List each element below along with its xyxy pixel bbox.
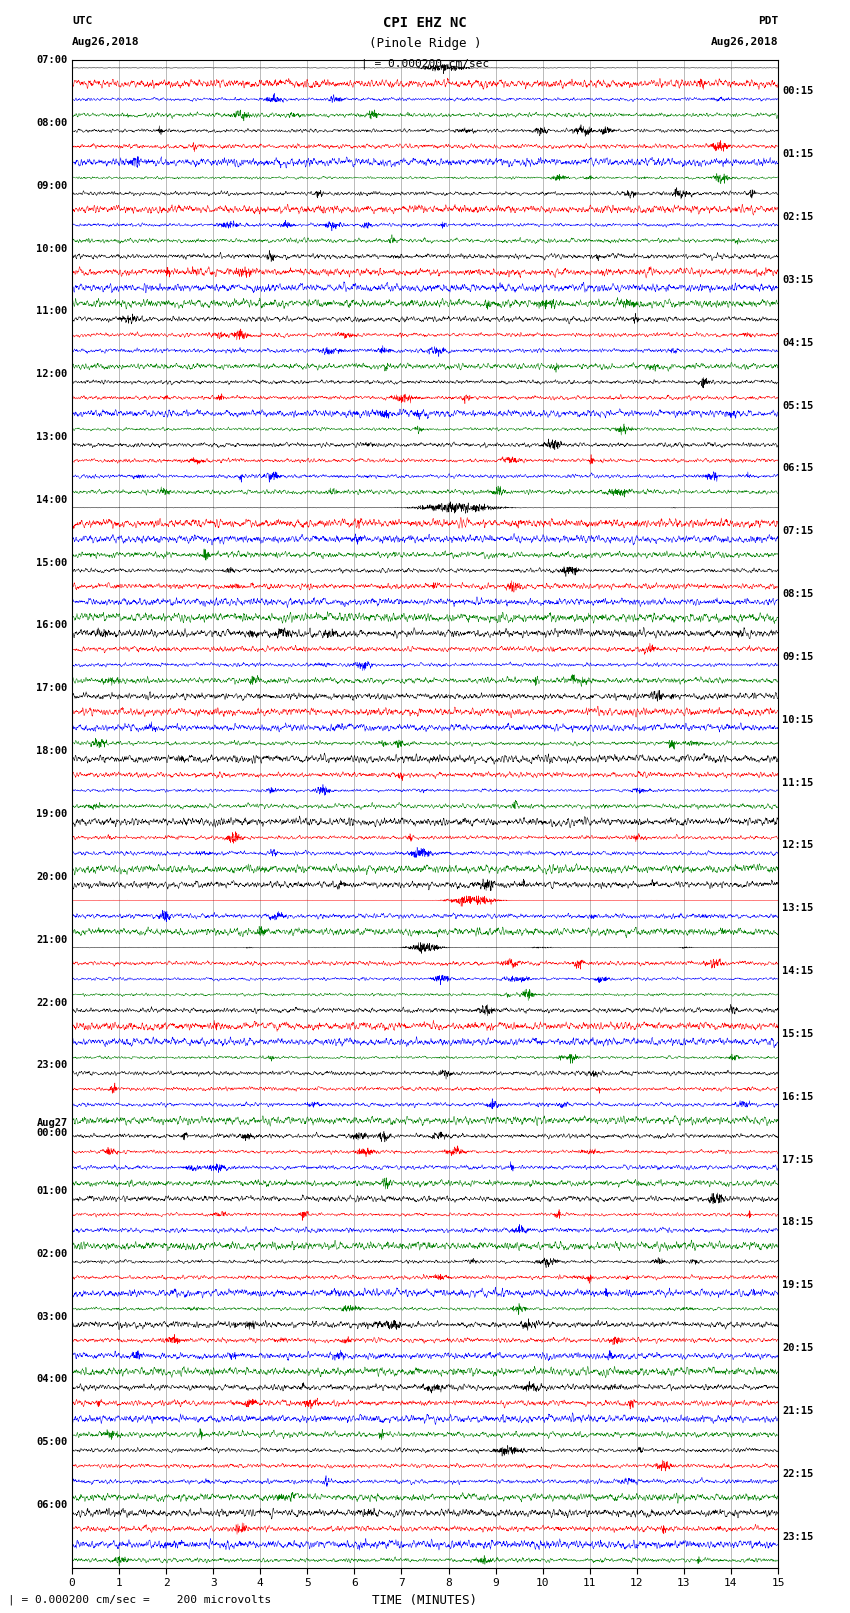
Text: 20:15: 20:15 [782,1344,813,1353]
Text: 08:00: 08:00 [37,118,68,127]
Text: 10:00: 10:00 [37,244,68,253]
Text: Aug26,2018: Aug26,2018 [72,37,139,47]
Text: CPI EHZ NC: CPI EHZ NC [383,16,467,31]
Text: 20:00: 20:00 [37,873,68,882]
Text: 23:00: 23:00 [37,1060,68,1071]
X-axis label: TIME (MINUTES): TIME (MINUTES) [372,1594,478,1607]
Text: 03:00: 03:00 [37,1311,68,1321]
Text: 16:00: 16:00 [37,621,68,631]
Text: 12:15: 12:15 [782,840,813,850]
Text: 19:15: 19:15 [782,1281,813,1290]
Text: UTC: UTC [72,16,93,26]
Text: 19:00: 19:00 [37,810,68,819]
Text: 11:00: 11:00 [37,306,68,316]
Text: (Pinole Ridge ): (Pinole Ridge ) [369,37,481,50]
Text: 16:15: 16:15 [782,1092,813,1102]
Text: 15:15: 15:15 [782,1029,813,1039]
Text: 07:15: 07:15 [782,526,813,536]
Text: | = 0.000200 cm/sec =    200 microvolts: | = 0.000200 cm/sec = 200 microvolts [8,1594,272,1605]
Text: 00:00: 00:00 [37,1127,68,1139]
Text: 21:15: 21:15 [782,1407,813,1416]
Text: 13:00: 13:00 [37,432,68,442]
Text: | = 0.000200 cm/sec: | = 0.000200 cm/sec [361,58,489,69]
Text: 22:00: 22:00 [37,997,68,1008]
Text: PDT: PDT [757,16,778,26]
Text: 23:15: 23:15 [782,1532,813,1542]
Text: 10:15: 10:15 [782,715,813,724]
Text: Aug26,2018: Aug26,2018 [711,37,778,47]
Text: 04:00: 04:00 [37,1374,68,1384]
Text: 07:00: 07:00 [37,55,68,65]
Text: 09:15: 09:15 [782,652,813,661]
Text: 01:00: 01:00 [37,1186,68,1195]
Text: 08:15: 08:15 [782,589,813,598]
Text: 13:15: 13:15 [782,903,813,913]
Text: 18:15: 18:15 [782,1218,813,1227]
Text: 00:15: 00:15 [782,87,813,97]
Text: 06:15: 06:15 [782,463,813,474]
Text: 11:15: 11:15 [782,777,813,787]
Text: 17:15: 17:15 [782,1155,813,1165]
Text: 21:00: 21:00 [37,934,68,945]
Text: 02:00: 02:00 [37,1248,68,1258]
Text: 22:15: 22:15 [782,1469,813,1479]
Text: 06:00: 06:00 [37,1500,68,1510]
Text: 01:15: 01:15 [782,150,813,160]
Text: 14:15: 14:15 [782,966,813,976]
Text: 05:15: 05:15 [782,400,813,411]
Text: 03:15: 03:15 [782,274,813,286]
Text: 18:00: 18:00 [37,747,68,756]
Text: 15:00: 15:00 [37,558,68,568]
Text: 14:00: 14:00 [37,495,68,505]
Text: 12:00: 12:00 [37,369,68,379]
Text: Aug27: Aug27 [37,1118,68,1127]
Text: 02:15: 02:15 [782,211,813,223]
Text: 17:00: 17:00 [37,684,68,694]
Text: 05:00: 05:00 [37,1437,68,1447]
Text: 09:00: 09:00 [37,181,68,190]
Text: 04:15: 04:15 [782,337,813,348]
